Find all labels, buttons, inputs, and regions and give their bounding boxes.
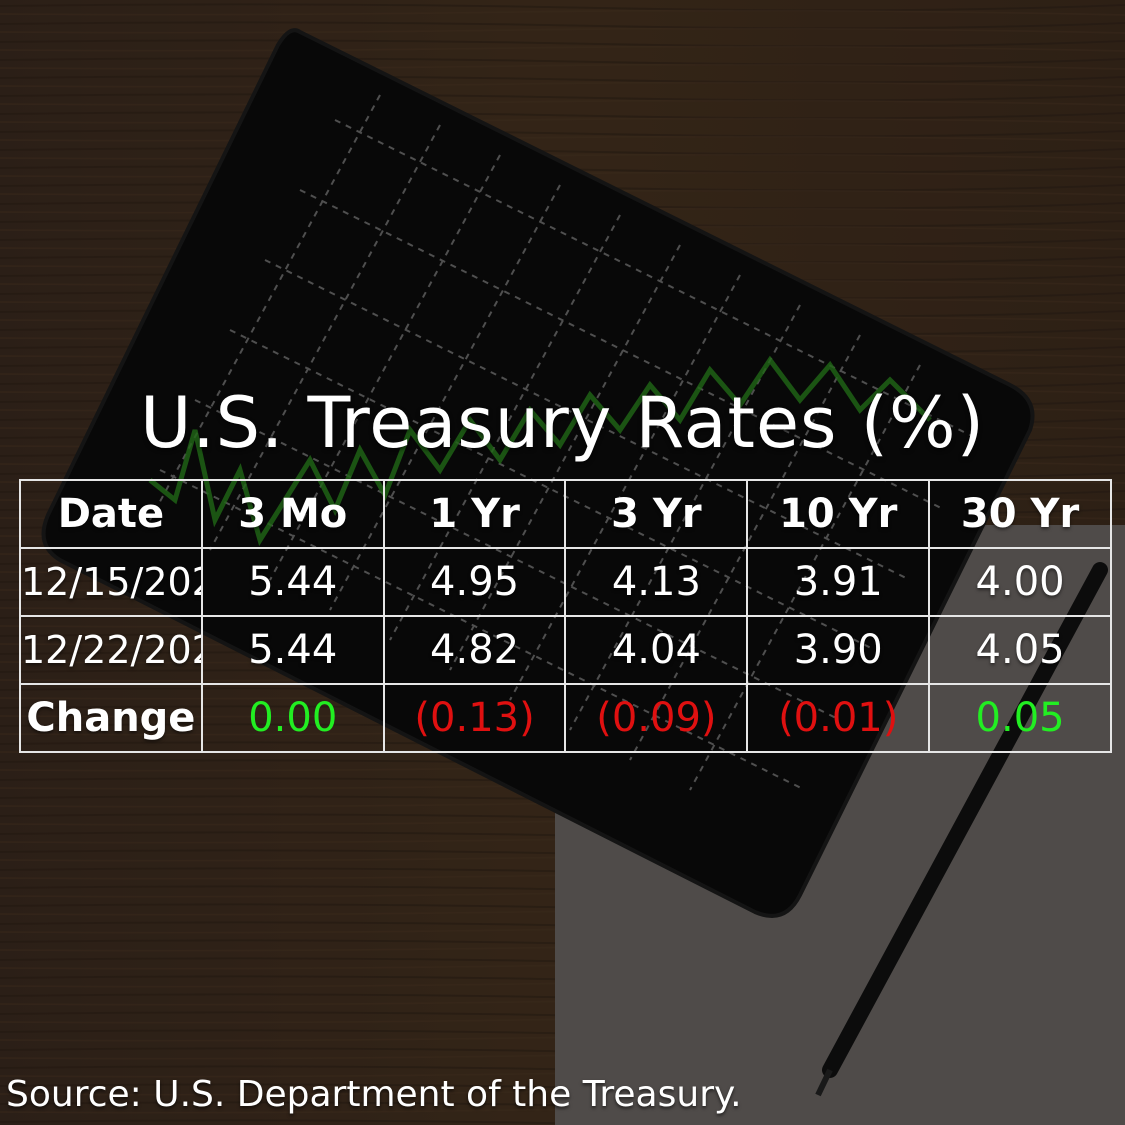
rate-cell: 3.90 xyxy=(746,615,931,685)
column-header: 10 Yr xyxy=(746,479,931,549)
row-date-cell: 12/15/2023 xyxy=(19,547,203,617)
rate-cell: 4.05 xyxy=(928,615,1112,685)
rate-cell: 3.91 xyxy=(746,547,931,617)
source-note: Source: U.S. Department of the Treasury. xyxy=(6,1074,742,1115)
change-cell: (0.09) xyxy=(564,683,749,753)
rate-cell: 4.95 xyxy=(382,547,567,617)
column-header: 3 Mo xyxy=(200,479,385,549)
change-cell: (0.01) xyxy=(746,683,931,753)
column-header: Date xyxy=(19,479,203,549)
rate-cell: 4.00 xyxy=(928,547,1112,617)
rate-cell: 4.13 xyxy=(564,547,749,617)
chart-title: U.S. Treasury Rates (%) xyxy=(140,382,985,464)
change-row: Change 0.00 (0.13) (0.09) (0.01) 0.05 xyxy=(19,683,1112,753)
table-row: 12/22/20235.444.824.043.904.05 xyxy=(19,615,1112,685)
change-cell: 0.00 xyxy=(200,683,385,753)
row-date-cell: 12/22/2023 xyxy=(19,615,203,685)
header-row: Date 3 Mo 1 Yr 3 Yr 10 Yr 30 Yr xyxy=(19,479,1112,549)
table-body: 12/15/20235.444.954.133.914.0012/22/2023… xyxy=(19,547,1112,753)
column-header: 30 Yr xyxy=(928,479,1112,549)
change-cell: 0.05 xyxy=(928,683,1112,753)
change-cell: (0.13) xyxy=(382,683,567,753)
rate-cell: 4.82 xyxy=(382,615,567,685)
rate-cell: 5.44 xyxy=(200,547,385,617)
table-row: 12/15/20235.444.954.133.914.00 xyxy=(19,547,1112,617)
column-header: 3 Yr xyxy=(564,479,749,549)
rate-cell: 5.44 xyxy=(200,615,385,685)
rate-cell: 4.04 xyxy=(564,615,749,685)
column-header: 1 Yr xyxy=(382,479,567,549)
change-label-cell: Change xyxy=(19,683,203,753)
